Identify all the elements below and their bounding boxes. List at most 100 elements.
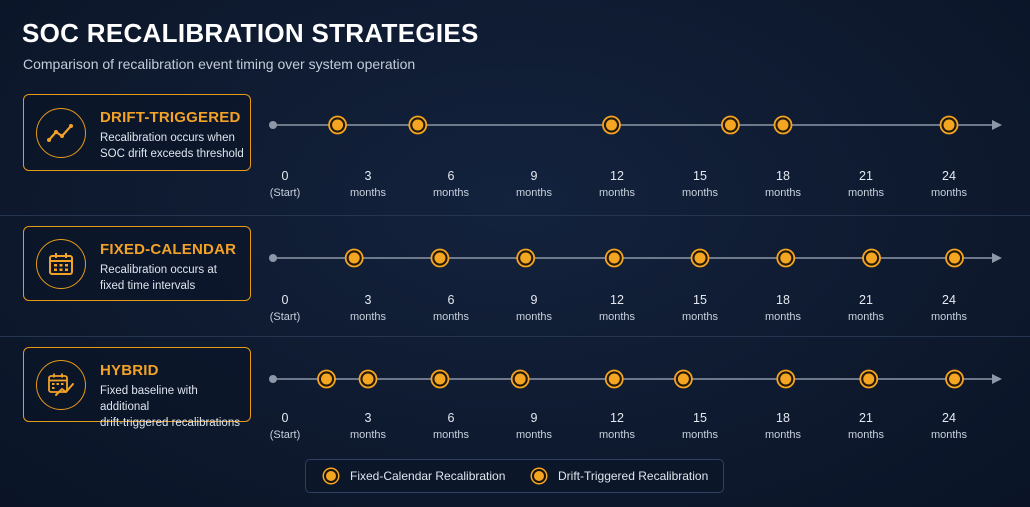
strategy-description: Recalibration occurs when SOC drift exce… (100, 130, 248, 162)
recalibration-event-marker (434, 252, 446, 264)
recalibration-event-marker (412, 119, 424, 131)
recalibration-event-marker (694, 252, 706, 264)
calendar-trend-icon (36, 360, 86, 410)
tick-label-value: 0 (282, 293, 289, 307)
legend-item-drift-triggered: Drift-Triggered Recalibration (532, 460, 708, 492)
recalibration-event-ring (510, 369, 530, 389)
tick-label-value: 12 (610, 411, 624, 425)
tick-label-value: 12 (610, 169, 624, 183)
recalibration-event-marker (866, 252, 878, 264)
tick-label-unit: months (599, 429, 636, 441)
calendar-icon (36, 239, 86, 289)
timeline-arrowhead (992, 120, 1002, 130)
strategy-title: FIXED-CALENDAR (100, 241, 237, 258)
recalibration-event-marker (348, 252, 360, 264)
recalibration-event-ring (408, 115, 428, 135)
tick-label-unit: months (931, 311, 968, 323)
recalibration-event-ring (776, 369, 796, 389)
recalibration-event-marker (677, 373, 689, 385)
tick-label-value: 6 (448, 169, 455, 183)
tick-label-unit: months (516, 311, 553, 323)
recalibration-event-marker (332, 119, 344, 131)
tick-label-value: 15 (693, 293, 707, 307)
recalibration-event-ring (939, 115, 959, 135)
tick-label-value: 9 (531, 293, 538, 307)
tick-label-unit: months (682, 311, 719, 323)
recalibration-event-ring (776, 248, 796, 268)
tick-label-unit: months (350, 187, 387, 199)
recalibration-event-ring (430, 248, 450, 268)
tick-label-unit: months (516, 429, 553, 441)
recalibration-event-marker (780, 373, 792, 385)
recalibration-event-marker (949, 373, 961, 385)
tick-label-unit: months (433, 429, 470, 441)
tick-label-unit: months (765, 311, 802, 323)
tick-label-value: 12 (610, 293, 624, 307)
strategy-description-line: Recalibration occurs at (100, 264, 217, 276)
recalibration-event-marker (605, 119, 617, 131)
tick-label-value: 6 (448, 411, 455, 425)
legend-marker (324, 469, 338, 483)
tick-label-unit: months (516, 187, 553, 199)
strategy-title: DRIFT-TRIGGERED (100, 109, 241, 126)
timeline-arrowhead (992, 253, 1002, 263)
tick-label-value: 18 (776, 411, 790, 425)
recalibration-event-marker (863, 373, 875, 385)
strategy-title: HYBRID (100, 362, 159, 379)
timeline-arrowhead (992, 374, 1002, 384)
recalibration-event-ring (773, 115, 793, 135)
row-divider (0, 215, 1030, 216)
tick-label-unit: months (765, 429, 802, 441)
strategy-description-line: SOC drift exceeds threshold (100, 148, 244, 160)
tick-label-unit: months (848, 429, 885, 441)
strategy-card-fixed-calendar: FIXED-CALENDAR Recalibration occurs at f… (23, 226, 251, 301)
page-subtitle: Comparison of recalibration event timing… (23, 56, 416, 72)
recalibration-event-ring (358, 369, 378, 389)
recalibration-event-ring (604, 248, 624, 268)
tick-label-unit: months (599, 311, 636, 323)
strategy-description: Fixed baseline with additional drift-tri… (100, 383, 248, 431)
legend-item-fixed-calendar: Fixed-Calendar Recalibration (324, 460, 505, 492)
tick-label-value: 15 (693, 411, 707, 425)
tick-label-value: 24 (942, 169, 956, 183)
tick-label-unit: (Start) (270, 311, 301, 323)
recalibration-event-ring (690, 248, 710, 268)
tick-label-value: 21 (859, 293, 873, 307)
recalibration-event-marker (608, 252, 620, 264)
recalibration-event-marker (321, 373, 332, 385)
tick-label-unit: (Start) (270, 187, 301, 199)
page-title: SOC RECALIBRATION STRATEGIES (22, 18, 479, 48)
tick-label-value: 0 (282, 169, 289, 183)
recalibration-event-marker (724, 119, 736, 131)
strategy-description: Recalibration occurs at fixed time inter… (100, 262, 248, 294)
tick-label-value: 3 (365, 411, 372, 425)
recalibration-event-ring (859, 369, 879, 389)
tick-label-value: 21 (859, 411, 873, 425)
legend-label: Drift-Triggered Recalibration (558, 469, 709, 483)
tick-label-unit: months (599, 187, 636, 199)
recalibration-event-ring (602, 115, 621, 135)
tick-label-value: 24 (942, 411, 956, 425)
tick-label-value: 0 (282, 411, 289, 425)
recalibration-event-ring (862, 248, 881, 268)
tick-label-value: 9 (531, 411, 538, 425)
tick-label-unit: months (931, 187, 968, 199)
recalibration-event-marker (608, 373, 620, 385)
recalibration-event-marker (780, 252, 792, 264)
recalibration-event-ring (674, 369, 693, 389)
tick-label-unit: months (848, 187, 885, 199)
timeline-start-dot (269, 254, 277, 262)
recalibration-event-marker (434, 373, 446, 385)
recalibration-event-marker (362, 373, 374, 385)
tick-label-unit: months (931, 429, 968, 441)
recalibration-event-ring (317, 369, 336, 389)
strategy-card-hybrid: HYBRID Fixed baseline with additional dr… (23, 347, 251, 429)
recalibration-event-ring (344, 248, 364, 268)
tick-label-value: 21 (859, 169, 873, 183)
tick-label-unit: months (848, 311, 885, 323)
recalibration-event-marker (949, 252, 961, 264)
row-divider (0, 336, 1030, 337)
recalibration-event-marker (520, 252, 532, 264)
tick-label-value: 24 (942, 293, 956, 307)
recalibration-event-ring (604, 369, 624, 389)
